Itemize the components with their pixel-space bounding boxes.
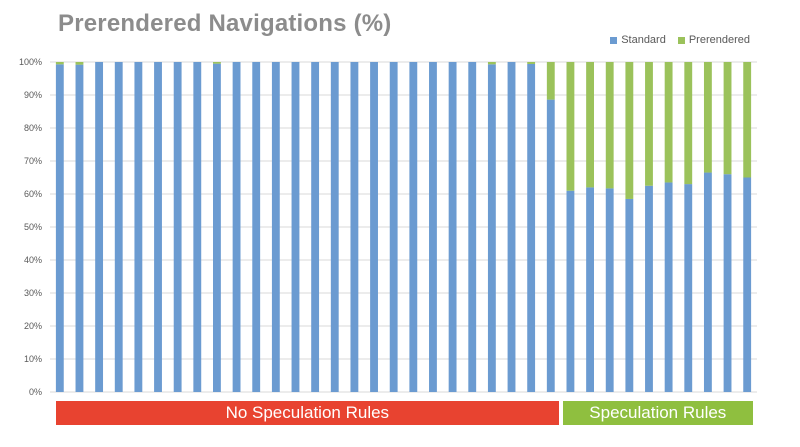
bar-standard-10	[232, 62, 241, 392]
bar-standard-27	[566, 190, 575, 392]
bar-prerendered-26	[546, 62, 555, 100]
legend-swatch-prerendered	[677, 36, 685, 44]
bar-prerendered-27	[566, 62, 575, 191]
bar-prerendered-36	[743, 62, 752, 178]
bar-prerendered-28	[586, 62, 594, 188]
bar-standard-23	[487, 64, 496, 392]
bar-standard-2	[75, 64, 84, 392]
y-tick-label: 50%	[24, 222, 42, 232]
bar-standard-31	[645, 185, 653, 392]
bar-standard-34	[703, 172, 712, 392]
bar-standard-8	[193, 62, 202, 392]
bar-prerendered-29	[605, 62, 614, 189]
y-tick-label: 30%	[24, 288, 42, 298]
bar-prerendered-31	[645, 62, 653, 186]
bar-standard-29	[605, 188, 614, 392]
bar-standard-19	[409, 62, 418, 392]
group-band-speculation-rules: Speculation Rules	[562, 401, 753, 425]
bar-standard-9	[213, 63, 221, 393]
legend-label-prerendered: Prerendered	[688, 34, 750, 46]
bar-prerendered-2	[75, 62, 84, 65]
group-band-no-speculation-rules: No Speculation Rules	[56, 401, 559, 425]
bar-standard-36	[743, 177, 752, 392]
y-tick-label: 10%	[24, 354, 42, 364]
bar-prerendered-9	[213, 62, 221, 64]
bar-standard-24	[507, 62, 516, 392]
bar-standard-12	[271, 62, 280, 392]
bar-standard-25	[527, 63, 536, 392]
bar-standard-7	[173, 62, 182, 392]
y-tick-label: 80%	[24, 123, 42, 133]
y-tick-label: 0%	[29, 387, 42, 397]
bar-standard-21	[448, 62, 457, 392]
bar-standard-1	[55, 64, 64, 392]
legend-swatch-standard	[610, 36, 618, 44]
legend-item-standard: Standard	[610, 34, 666, 46]
bar-prerendered-33	[684, 62, 693, 185]
bar-standard-22	[468, 62, 477, 392]
bar-standard-16	[350, 62, 359, 392]
y-tick-label: 40%	[24, 255, 42, 265]
bar-prerendered-32	[664, 62, 673, 183]
bar-prerendered-35	[723, 62, 732, 175]
bar-standard-3	[95, 62, 104, 392]
bar-standard-26	[546, 99, 555, 393]
legend-label-standard: Standard	[621, 34, 666, 46]
bar-standard-5	[134, 62, 143, 392]
bar-standard-33	[684, 184, 693, 392]
bar-standard-30	[625, 198, 634, 392]
bar-standard-11	[252, 62, 261, 392]
y-tick-label: 60%	[24, 189, 42, 199]
bar-standard-13	[291, 62, 300, 392]
bar-prerendered-23	[487, 62, 496, 65]
chart-title: Prerendered Navigations (%)	[58, 10, 392, 37]
bar-standard-28	[586, 187, 594, 392]
bar-prerendered-34	[703, 62, 712, 173]
bar-standard-20	[429, 62, 437, 392]
bar-prerendered-1	[55, 62, 64, 65]
bar-prerendered-25	[527, 62, 536, 64]
bar-standard-4	[114, 62, 123, 392]
bar-standard-15	[330, 62, 339, 392]
bar-standard-18	[389, 62, 398, 392]
y-tick-label: 70%	[24, 156, 42, 166]
bar-standard-6	[154, 62, 162, 392]
bar-standard-32	[664, 182, 673, 392]
legend-item-prerendered: Prerendered	[677, 34, 750, 46]
bar-prerendered-30	[625, 62, 634, 199]
bar-standard-35	[723, 174, 732, 392]
bar-standard-17	[370, 62, 378, 392]
bar-standard-14	[311, 62, 320, 392]
y-tick-label: 90%	[24, 90, 42, 100]
y-tick-label: 100%	[19, 57, 42, 67]
y-tick-label: 20%	[24, 321, 42, 331]
legend: Standard Prerendered	[610, 34, 750, 46]
